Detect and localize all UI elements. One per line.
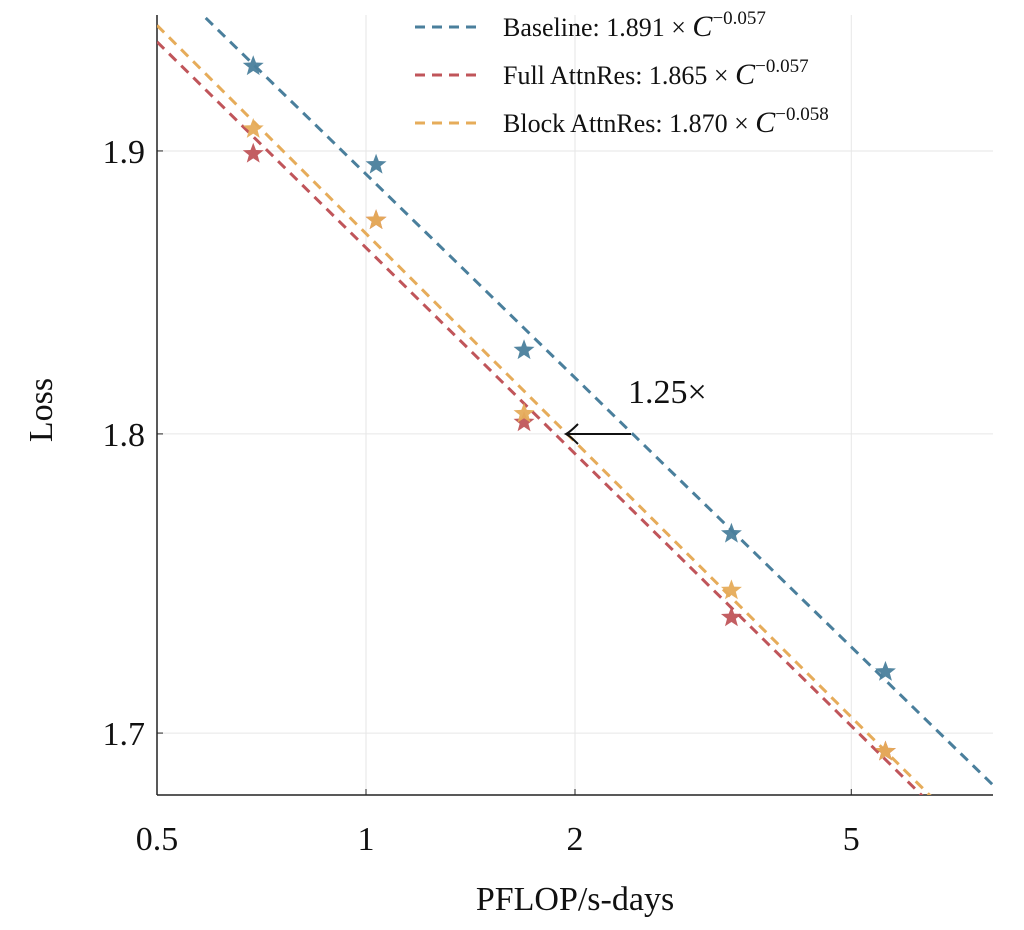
fit-line — [157, 24, 932, 795]
point — [513, 402, 535, 423]
x-axis-label: PFLOP/s-days — [476, 881, 674, 918]
point — [365, 153, 387, 174]
point — [242, 142, 264, 163]
point — [365, 209, 387, 230]
legend-label: Block AttnRes: 1.870 × C−0.058 — [503, 104, 829, 139]
annotation: 1.25× — [628, 374, 707, 411]
legend-label: Full AttnRes: 1.865 × C−0.057 — [503, 56, 809, 91]
x-tick-label: 2 — [567, 821, 584, 858]
point — [242, 55, 264, 76]
point — [720, 579, 742, 600]
point — [513, 339, 535, 360]
fit-line — [157, 40, 924, 795]
y-tick-label: 1.9 — [103, 134, 146, 171]
y-axis-label: Loss — [23, 378, 60, 442]
point — [874, 660, 896, 681]
y-tick-label: 1.7 — [103, 716, 146, 753]
point — [720, 522, 742, 543]
y-tick-label: 1.8 — [103, 417, 146, 454]
legend-label: Baseline: 1.891 × C−0.057 — [503, 8, 766, 43]
point — [874, 740, 896, 761]
fit-line — [200, 15, 993, 787]
x-tick-label: 5 — [843, 821, 860, 858]
x-tick-label: 0.5 — [136, 821, 179, 858]
point — [720, 606, 742, 627]
plot-area — [157, 15, 993, 795]
point — [242, 117, 264, 138]
x-tick-label: 1 — [358, 821, 375, 858]
annotation-arrowhead — [563, 423, 579, 445]
point — [513, 411, 535, 432]
